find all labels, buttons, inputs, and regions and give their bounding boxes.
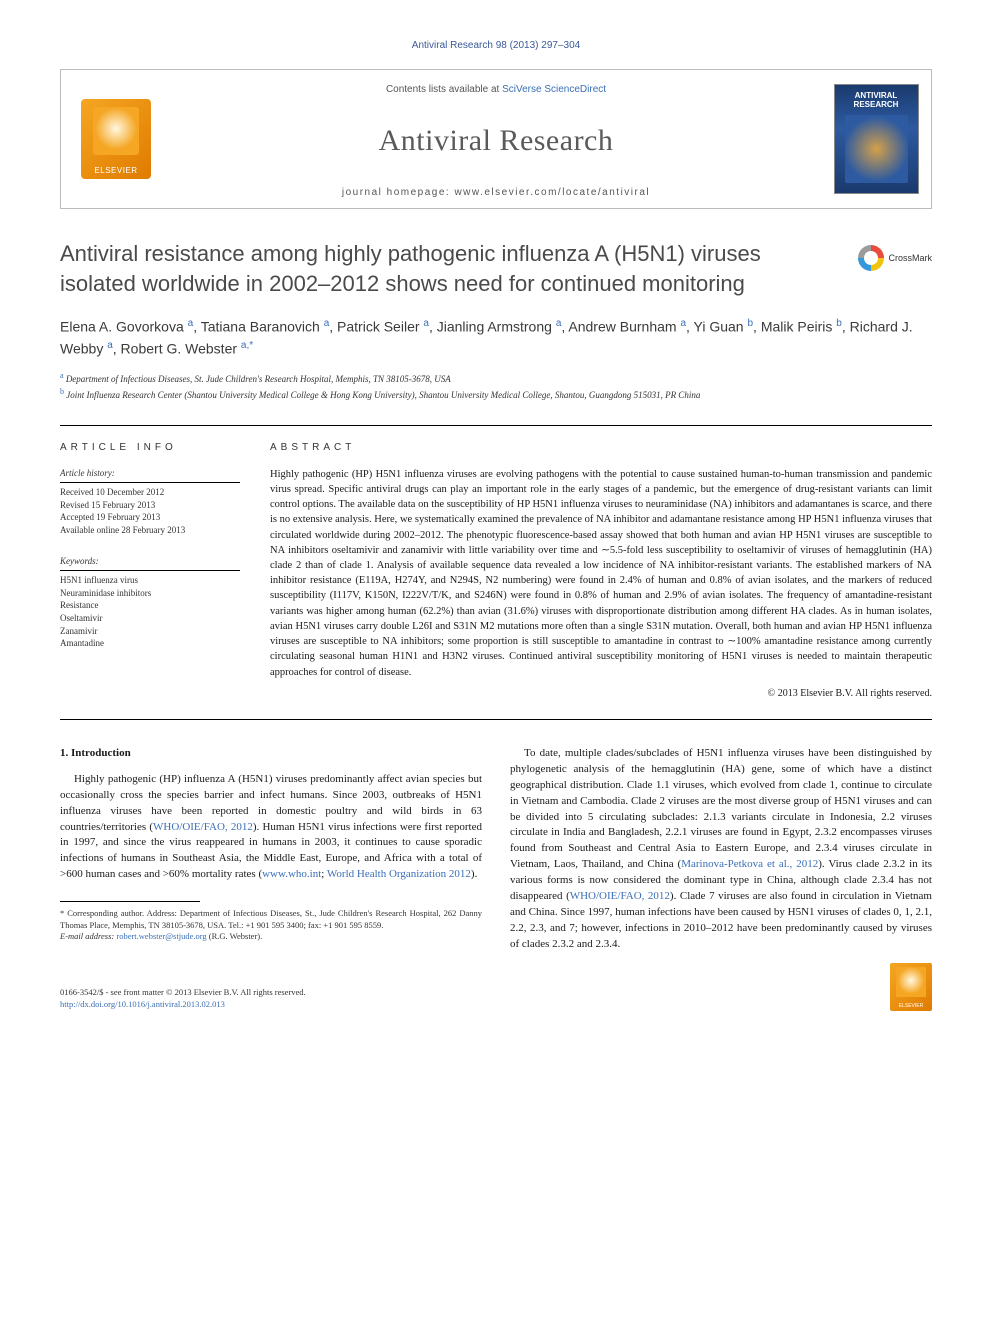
keyword-item: Resistance xyxy=(60,599,240,612)
body-two-column: 1. Introduction Highly pathogenic (HP) i… xyxy=(60,746,932,953)
history-received: Received 10 December 2012 xyxy=(60,486,240,499)
keyword-item: H5N1 influenza virus xyxy=(60,574,240,587)
publisher-name: ELSEVIER xyxy=(94,166,137,175)
crossmark-icon xyxy=(858,245,884,271)
keyword-item: Amantadine xyxy=(60,637,240,650)
article-history: Article history: Received 10 December 20… xyxy=(60,467,240,537)
affiliation-list: a Department of Infectious Diseases, St.… xyxy=(60,370,932,403)
author-list: Elena A. Govorkova a, Tatiana Baranovich… xyxy=(60,316,932,359)
contents-available-line: Contents lists available at SciVerse Sci… xyxy=(386,84,606,95)
footnotes: * Corresponding author. Address: Departm… xyxy=(60,908,482,942)
article-info-heading: ARTICLE INFO xyxy=(60,442,240,453)
keywords-label: Keywords: xyxy=(60,555,240,572)
history-revised: Revised 15 February 2013 xyxy=(60,499,240,512)
affiliation-b: Joint Influenza Research Center (Shantou… xyxy=(66,390,700,400)
page-footer: 0166-3542/$ - see front matter © 2013 El… xyxy=(60,963,932,1011)
email-author-suffix: (R.G. Webster). xyxy=(209,931,262,941)
journal-masthead: ELSEVIER Contents lists available at Sci… xyxy=(60,69,932,209)
cover-thumbnail-block: ANTIVIRAL RESEARCH xyxy=(821,70,931,208)
front-matter-line: 0166-3542/$ - see front matter © 2013 El… xyxy=(60,987,306,999)
footnote-separator xyxy=(60,901,200,902)
masthead-center: Contents lists available at SciVerse Sci… xyxy=(171,70,821,208)
intro-paragraph-2: To date, multiple clades/subclades of H5… xyxy=(510,746,932,953)
keyword-item: Zanamivir xyxy=(60,625,240,638)
body-column-left: 1. Introduction Highly pathogenic (HP) i… xyxy=(60,746,482,953)
elsevier-tree-icon: ELSEVIER xyxy=(81,99,151,179)
article-info-column: ARTICLE INFO Article history: Received 1… xyxy=(60,426,240,719)
abstract-text: Highly pathogenic (HP) H5N1 influenza vi… xyxy=(270,467,932,680)
email-label: E-mail address: xyxy=(60,931,114,941)
corresponding-email-link[interactable]: robert.webster@stjude.org xyxy=(116,931,206,941)
running-header: Antiviral Research 98 (2013) 297–304 xyxy=(60,40,932,51)
journal-cover-icon: ANTIVIRAL RESEARCH xyxy=(834,84,919,194)
publisher-logo-block: ELSEVIER xyxy=(61,70,171,208)
keyword-item: Neuraminidase inhibitors xyxy=(60,587,240,600)
crossmark-label: CrossMark xyxy=(888,253,932,263)
history-label: Article history: xyxy=(60,467,240,484)
history-accepted: Accepted 19 February 2013 xyxy=(60,511,240,524)
keywords: Keywords: H5N1 influenza virus Neuramini… xyxy=(60,555,240,650)
keyword-item: Oseltamivir xyxy=(60,612,240,625)
journal-name: Antiviral Research xyxy=(379,124,614,158)
body-column-right: To date, multiple clades/subclades of H5… xyxy=(510,746,932,953)
elsevier-mini-icon: ELSEVIER xyxy=(890,963,932,1011)
journal-homepage: journal homepage: www.elsevier.com/locat… xyxy=(342,187,650,198)
sciencedirect-link[interactable]: SciVerse ScienceDirect xyxy=(502,84,606,95)
crossmark-badge[interactable]: CrossMark xyxy=(858,245,932,271)
cover-title: ANTIVIRAL RESEARCH xyxy=(835,91,918,109)
abstract-heading: ABSTRACT xyxy=(270,442,932,453)
affiliation-a: Department of Infectious Diseases, St. J… xyxy=(66,374,451,384)
doi-link[interactable]: http://dx.doi.org/10.1016/j.antiviral.20… xyxy=(60,999,225,1009)
intro-paragraph-1: Highly pathogenic (HP) influenza A (H5N1… xyxy=(60,772,482,884)
corresponding-author-note: * Corresponding author. Address: Departm… xyxy=(60,908,482,931)
abstract-copyright: © 2013 Elsevier B.V. All rights reserved… xyxy=(270,688,932,699)
article-title: Antiviral resistance among highly pathog… xyxy=(60,239,838,298)
history-online: Available online 28 February 2013 xyxy=(60,524,240,537)
section-heading-intro: 1. Introduction xyxy=(60,746,482,762)
abstract-column: ABSTRACT Highly pathogenic (HP) H5N1 inf… xyxy=(270,426,932,719)
